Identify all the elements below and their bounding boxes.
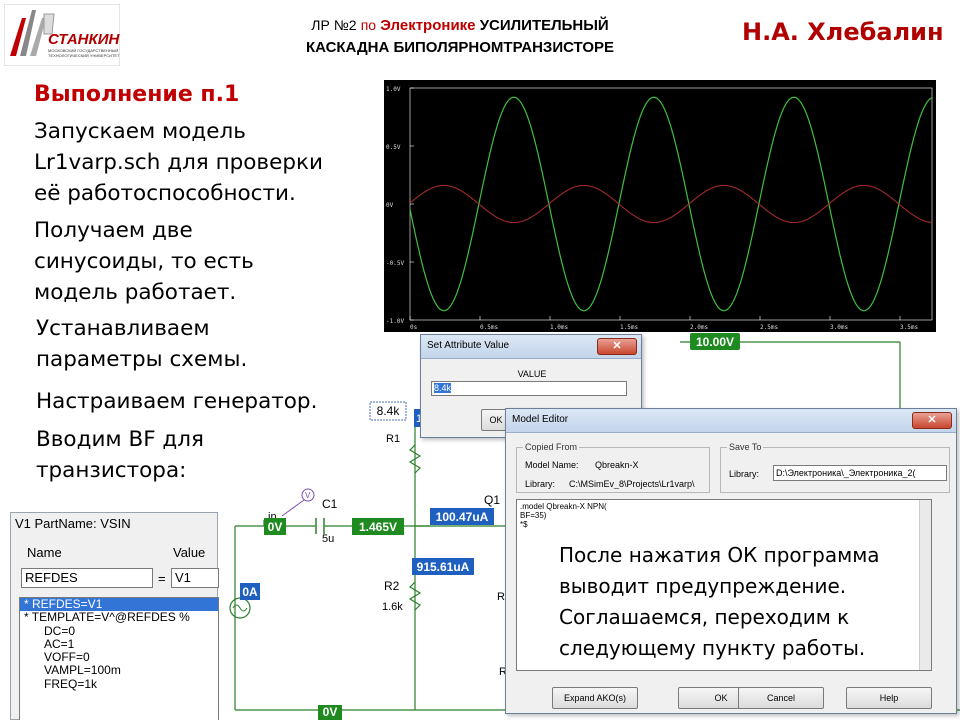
overlay-note: После нажатия ОК программа выводит преду… bbox=[559, 543, 880, 660]
svg-text:in: in bbox=[268, 511, 277, 523]
scope-svg: 1.0V 0.5V 0V -0.5V -1.0V 0s 0.5ms 1.0ms 1.5ms 2.0… bbox=[386, 86, 933, 331]
title-po: по bbox=[360, 17, 377, 33]
oscilloscope-plot: 1.0V 0.5V 0V -0.5V -1.0V 0s 0.5ms 1.0ms 1.5ms 2.0… bbox=[384, 80, 936, 332]
title-rest: УСИЛИТЕЛЬНЫЙ bbox=[479, 17, 609, 34]
model-text-editor[interactable]: .model Qbreakn-X NPN( BF=35) *$ После на… bbox=[516, 499, 932, 671]
name-column-label: Name bbox=[27, 545, 62, 560]
x-tick-label: 0.5ms bbox=[480, 324, 498, 331]
svg-text:0V: 0V bbox=[268, 520, 283, 534]
x-tick-label: 1.0ms bbox=[550, 324, 568, 331]
set-attribute-titlebar: Set Attribute Value ✕ bbox=[421, 335, 641, 359]
title-line2: КАСКАДНА БИПОЛЯРНОМТРАНЗИСТОРЕ bbox=[305, 39, 615, 56]
save-to-group: Save To Library: D:\Электроника\_Электро… bbox=[720, 442, 950, 493]
svg-text:1.6k: 1.6k bbox=[382, 601, 403, 613]
y-tick-label: 0.5V bbox=[386, 144, 401, 151]
svg-text:R: R bbox=[499, 666, 507, 678]
author: Н.А. Хлебалин bbox=[742, 18, 944, 46]
cancel-button[interactable]: Cancel bbox=[738, 687, 824, 709]
list-item[interactable]: FREQ=1k bbox=[44, 676, 98, 691]
attribute-value-input[interactable]: 8.4k bbox=[431, 381, 627, 396]
help-button[interactable]: Help bbox=[846, 687, 932, 709]
equals-sign: = bbox=[158, 571, 166, 586]
r1-resistor-icon bbox=[408, 444, 422, 474]
paragraph-3: Устанавливаем параметры схемы. bbox=[36, 316, 248, 372]
value-input[interactable]: V1 bbox=[171, 568, 219, 588]
x-tick-label: 3.0ms bbox=[830, 324, 848, 331]
name-input[interactable]: REFDES bbox=[21, 568, 153, 588]
title-subject: Электронике bbox=[380, 17, 476, 34]
list-item[interactable]: * REFDES=V1 bbox=[20, 598, 218, 612]
svg-text:0V: 0V bbox=[323, 705, 338, 719]
paragraph-4: Настраиваем генератор. bbox=[36, 389, 318, 414]
attribute-list[interactable]: * REFDES=V1 * TEMPLATE=V^@REFDES % DC=0 … bbox=[19, 597, 219, 720]
close-icon[interactable]: ✕ bbox=[597, 338, 637, 355]
title-prefix: ЛР №2 bbox=[311, 17, 357, 33]
part-title: V1 PartName: VSIN bbox=[15, 516, 131, 531]
svg-text:5u: 5u bbox=[322, 533, 334, 545]
y-tick-label: -1.0V bbox=[386, 318, 404, 325]
value-column-label: Value bbox=[173, 545, 206, 560]
logo: СТАНКИН МОСКОВСКИЙ ГОСУДАРСТВЕННЫЙ ТЕХНО… bbox=[3, 3, 121, 67]
expand-ako-button[interactable]: Expand AKO(s) bbox=[552, 687, 638, 709]
list-item[interactable]: AC=1 bbox=[44, 636, 75, 651]
svg-text:915.61uA: 915.61uA bbox=[417, 560, 470, 574]
list-item[interactable]: DC=0 bbox=[44, 623, 76, 638]
svg-text:C1: C1 bbox=[322, 497, 338, 511]
svg-text:R2: R2 bbox=[384, 579, 400, 593]
svg-text:ТЕХНОЛОГИЧЕСКИЙ УНИВЕРСИТЕТ: ТЕХНОЛОГИЧЕСКИЙ УНИВЕРСИТЕТ bbox=[48, 53, 120, 58]
slide-title: ЛР №2 по Электронике УСИЛИТЕЛЬНЫЙ КАСКАД… bbox=[200, 14, 720, 59]
svg-text:10.00V: 10.00V bbox=[696, 335, 734, 349]
value-label: VALUE bbox=[517, 369, 547, 379]
x-tick-label: 0s bbox=[410, 324, 418, 331]
save-library-input[interactable]: D:\Электроника\_Электроника_2( bbox=[773, 465, 947, 481]
output-sine-series bbox=[409, 96, 933, 312]
x-tick-label: 1.5ms bbox=[620, 324, 638, 331]
stankin-logo-icon: СТАНКИН МОСКОВСКИЙ ГОСУДАРСТВЕННЫЙ ТЕХНО… bbox=[3, 3, 121, 67]
close-icon[interactable]: ✕ bbox=[912, 412, 952, 429]
model-editor-titlebar: Model Editor ✕ bbox=[506, 409, 956, 433]
input-sine-series bbox=[409, 184, 933, 224]
svg-text:1.465V: 1.465V bbox=[359, 520, 397, 534]
list-item[interactable]: VAMPL=100m bbox=[44, 663, 121, 678]
r2-resistor-icon bbox=[408, 581, 422, 611]
svg-text:R1: R1 bbox=[386, 433, 400, 445]
x-tick-label: 3.5ms bbox=[900, 324, 918, 331]
paragraph-1: Запускаем модель Lr1varp.sch для проверки… bbox=[34, 119, 323, 206]
svg-text:V: V bbox=[305, 491, 311, 500]
y-tick-label: -0.5V bbox=[386, 260, 404, 267]
svg-text:100.47uA: 100.47uA bbox=[436, 510, 489, 524]
x-tick-label: 2.5ms bbox=[760, 324, 778, 331]
list-item[interactable]: * TEMPLATE=V^@REFDES % bbox=[24, 610, 190, 625]
svg-text:1: 1 bbox=[416, 413, 422, 425]
x-tick-label: 2.0ms bbox=[690, 324, 708, 331]
copied-from-group: Copied From Model Name: Qbreakn-X Librar… bbox=[516, 442, 710, 493]
paragraph-5: Вводим BF для транзистора: bbox=[36, 427, 204, 483]
paragraph-2: Получаем две синусоиды, то есть модель раб… bbox=[34, 218, 254, 305]
svg-text:0A: 0A bbox=[242, 585, 258, 599]
svg-text:СТАНКИН: СТАНКИН bbox=[48, 31, 120, 48]
voltage-probe-icon bbox=[301, 488, 315, 502]
section-heading: Выполнение п.1 bbox=[34, 82, 240, 107]
svg-text:МОСКОВСКИЙ ГОСУДАРСТВЕННЫЙ: МОСКОВСКИЙ ГОСУДАРСТВЕННЫЙ bbox=[48, 48, 118, 53]
y-tick-label: 0V bbox=[386, 202, 394, 209]
scrollbar[interactable] bbox=[919, 500, 931, 670]
y-tick-label: 1.0V bbox=[386, 86, 401, 93]
part-attributes-panel: V1 PartName: VSIN Name Value REFDES = V1… bbox=[10, 512, 219, 720]
list-item[interactable]: VOFF=0 bbox=[44, 650, 90, 665]
svg-text:8.4k: 8.4k bbox=[377, 404, 401, 418]
model-editor-dialog: Model Editor ✕ Copied From Model Name: Q… bbox=[505, 408, 957, 714]
svg-text:R: R bbox=[497, 591, 505, 603]
svg-text:Q1: Q1 bbox=[484, 493, 500, 507]
